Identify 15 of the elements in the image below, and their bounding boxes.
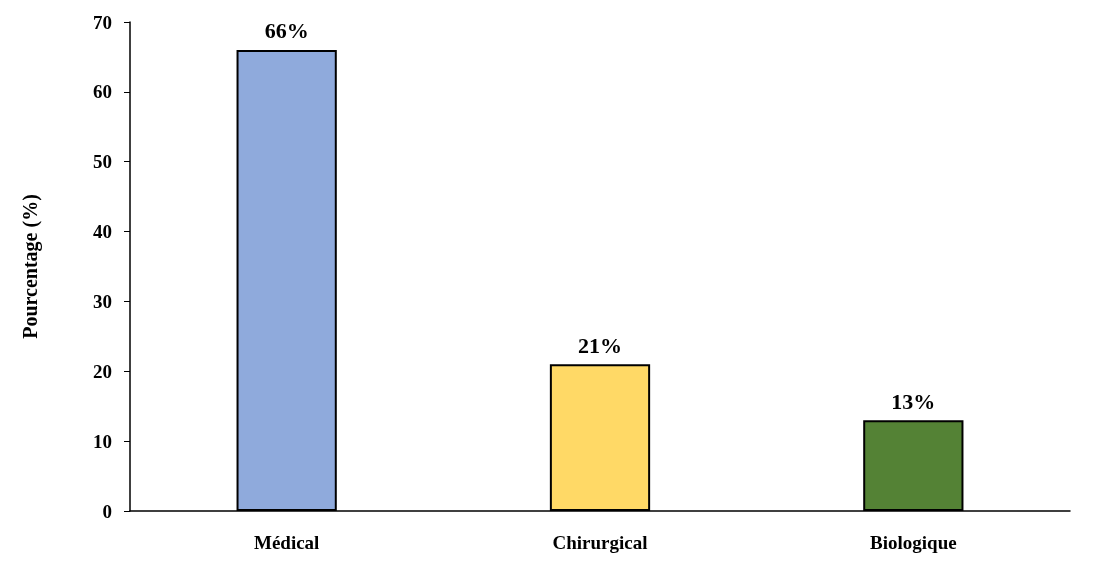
y-tick-label: 60 bbox=[93, 81, 112, 103]
data-label: 13% bbox=[891, 388, 936, 414]
x-tick-label: Chirurgical bbox=[552, 532, 648, 553]
y-tick-label: 10 bbox=[93, 430, 112, 452]
data-label: 66% bbox=[264, 18, 309, 44]
y-axis-title: Pourcentage (%) bbox=[19, 194, 42, 339]
y-tick-label: 70 bbox=[93, 11, 112, 33]
x-tick-label: Médical bbox=[253, 532, 320, 553]
x-tick-label: Biologique bbox=[870, 532, 957, 553]
y-tick-label: 50 bbox=[93, 151, 112, 173]
y-tick-label: 40 bbox=[93, 221, 112, 243]
data-label: 21% bbox=[578, 332, 622, 358]
y-tick-label: 30 bbox=[93, 290, 112, 312]
y-tick-label: 0 bbox=[102, 500, 112, 522]
y-tick-label: 20 bbox=[93, 360, 112, 382]
